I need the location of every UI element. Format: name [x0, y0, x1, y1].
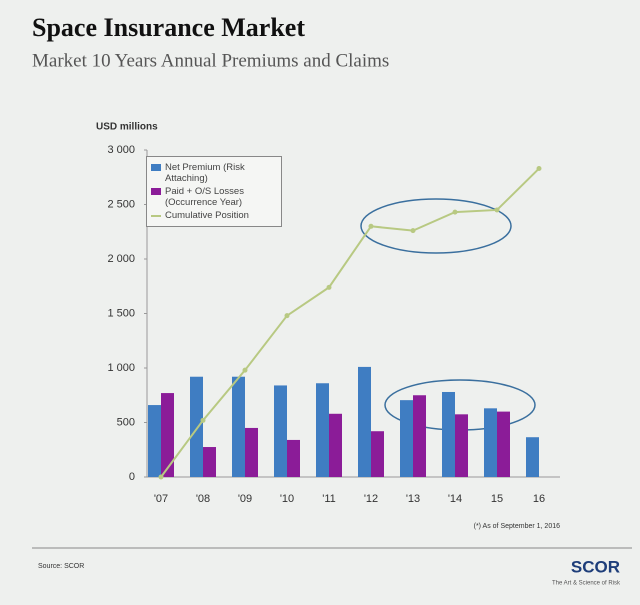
line-point — [284, 313, 290, 319]
y-tick-label: 500 — [117, 416, 135, 428]
bar — [232, 376, 245, 477]
line-point — [494, 207, 500, 213]
x-tick-label: '07 — [154, 493, 168, 505]
x-tick-label: 15 — [491, 493, 503, 505]
legend-entry: Cumulative Position — [151, 210, 277, 221]
legend-swatch — [151, 215, 161, 217]
tagline: The Art & Science of Risk — [552, 581, 621, 587]
line-point — [410, 228, 416, 234]
x-tick-label: '11 — [322, 493, 336, 505]
x-tick-label: '09 — [238, 493, 252, 505]
bar — [400, 400, 413, 477]
y-tick-label: 2 000 — [107, 253, 135, 265]
bar — [442, 391, 455, 477]
bar — [274, 385, 287, 477]
line-point — [368, 223, 374, 229]
legend-label: Cumulative Position — [165, 210, 249, 221]
line-point — [536, 166, 542, 172]
y-tick-label: 3 000 — [107, 144, 135, 156]
y-tick-label: 1 500 — [107, 307, 135, 319]
footnote: (*) As of September 1, 2016 — [474, 523, 560, 530]
y-tick-label: 1 000 — [107, 362, 135, 374]
y-axis-label: USD millions — [96, 122, 158, 133]
line-point — [242, 367, 248, 373]
bar — [190, 376, 203, 477]
line — [160, 167, 540, 478]
chart-subtitle: Market 10 Years Annual Premiums and Clai… — [32, 50, 389, 71]
line-point — [158, 474, 164, 480]
legend-label: Net Premium (Risk Attaching) — [165, 162, 245, 184]
source: Source: SCOR — [38, 563, 84, 570]
logo: SCOR — [571, 557, 620, 576]
chart-title: Space Insurance Market — [32, 13, 305, 42]
y-tick-label: 0 — [129, 471, 135, 483]
legend-entry: Paid + O/S Losses (Occurrence Year) — [151, 186, 277, 208]
line-point — [200, 417, 206, 423]
bar — [484, 408, 497, 477]
x-tick-label: '12 — [364, 493, 378, 505]
bar — [316, 383, 329, 477]
bar — [329, 413, 342, 477]
line-point — [326, 284, 332, 290]
highlight-oval — [360, 198, 512, 254]
bar — [413, 395, 426, 477]
legend-label: Paid + O/S Losses (Occurrence Year) — [165, 186, 244, 208]
bar — [455, 414, 468, 477]
bar — [203, 447, 216, 477]
legend-swatch — [151, 188, 161, 195]
y-tick-label: 2 500 — [107, 198, 135, 210]
bar — [245, 427, 258, 477]
bar — [526, 437, 539, 477]
x-tick-label: 16 — [533, 493, 545, 505]
x-tick-label: '13 — [406, 493, 420, 505]
bar — [287, 439, 300, 477]
x-tick-label: '10 — [280, 493, 294, 505]
line-point — [452, 209, 458, 215]
x-tick-label: '08 — [196, 493, 210, 505]
legend-swatch — [151, 164, 161, 171]
bar — [358, 366, 371, 477]
x-tick-label: '14 — [448, 493, 462, 505]
bar — [161, 393, 174, 477]
bar — [371, 431, 384, 477]
bar — [497, 411, 510, 477]
legend-entry: Net Premium (Risk Attaching) — [151, 162, 277, 184]
legend: Net Premium (Risk Attaching) Paid + O/S L… — [146, 156, 282, 227]
bar — [148, 405, 161, 477]
